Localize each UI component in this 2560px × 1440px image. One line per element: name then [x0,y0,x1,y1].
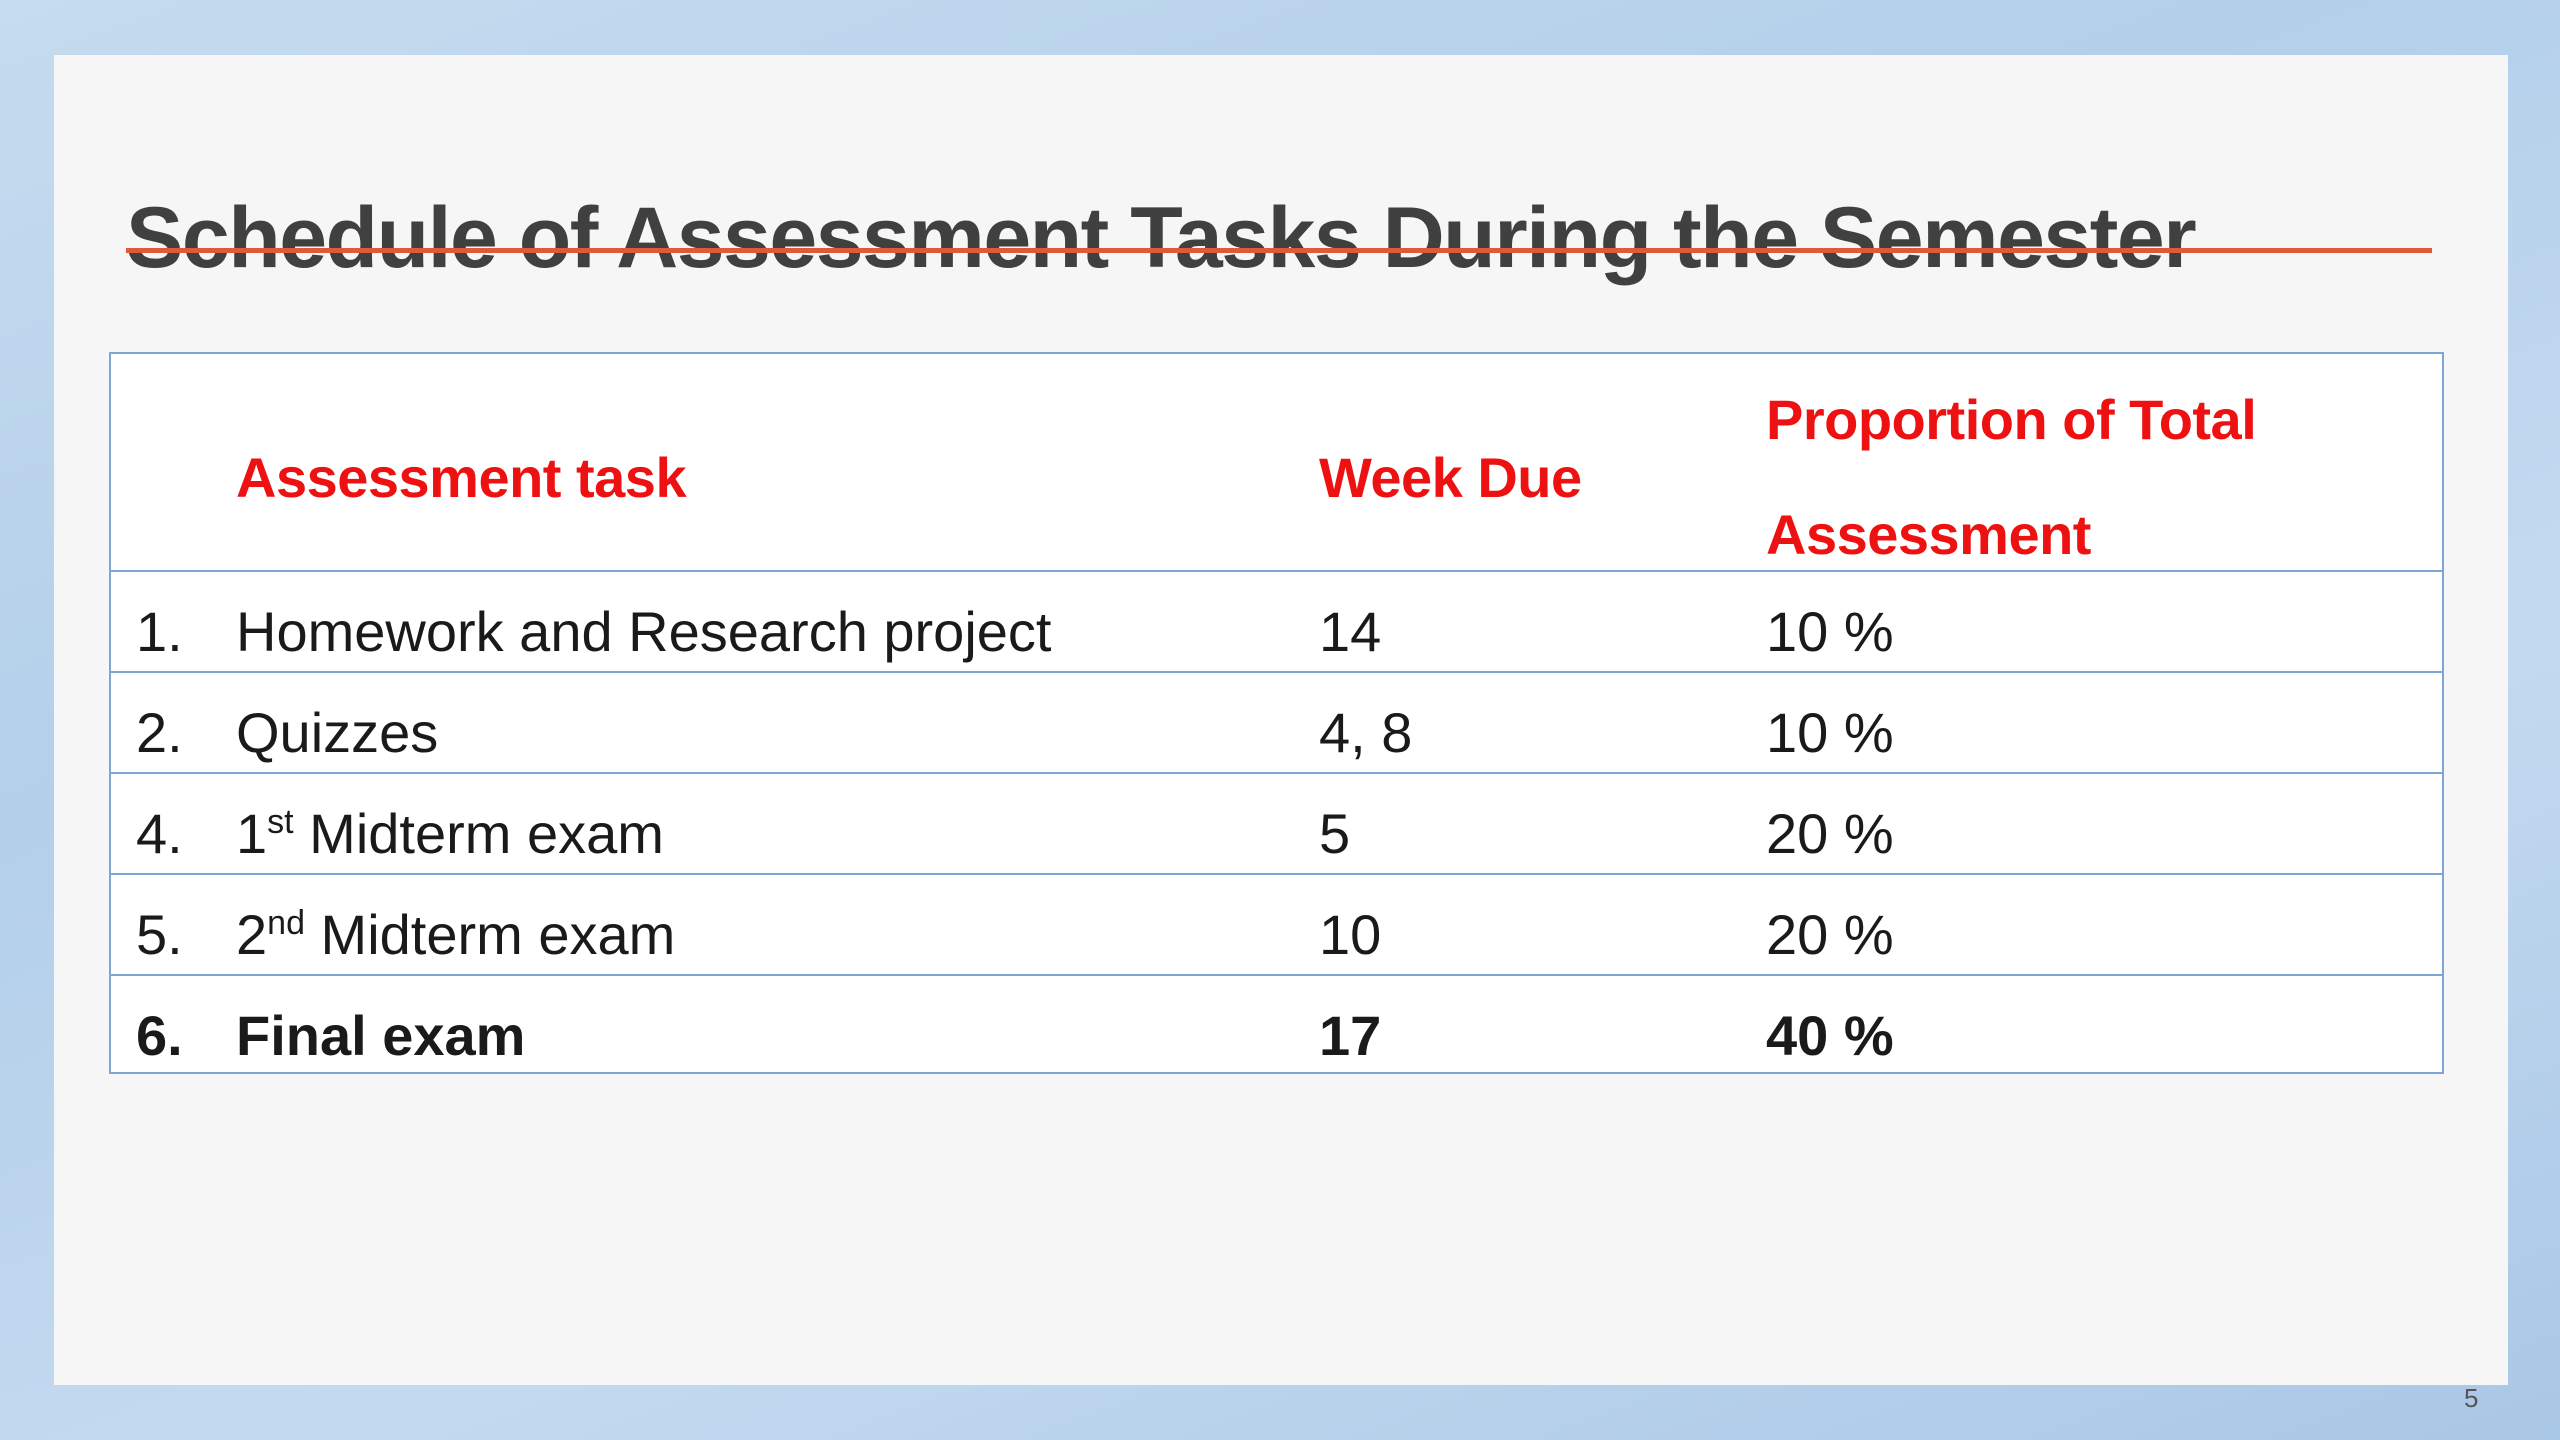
header-proportion-line1: Proportion of Total [1766,388,2257,451]
table-header-row: Assessment task Week Due Proportion of T… [111,354,2442,570]
assessment-table: Assessment task Week Due Proportion of T… [109,352,2444,1074]
row-proportion: 20 % [1766,802,1894,865]
title-underline [126,248,2432,253]
row-week: 14 [1319,600,1382,663]
row-number: 6. [136,1004,183,1067]
header-week-due: Week Due [1319,446,1582,509]
row-number: 2. [136,701,183,764]
row-week: 17 [1319,1004,1382,1067]
header-assessment-task: Assessment task [236,446,687,509]
row-week: 5 [1319,802,1351,865]
row-proportion: 40 % [1766,1004,1894,1067]
row-task-text: Midterm exam [304,903,676,966]
row-task-text: Final exam [236,1004,526,1067]
row-task-text: Homework and Research project [236,600,1052,663]
row-task: Final exam [236,1008,525,1064]
row-task-text: Quizzes [236,701,439,764]
row-task-text: Midterm exam [293,802,664,865]
row-week: 10 [1319,903,1382,966]
row-number: 5. [136,903,183,966]
table-row: 1. Homework and Research project 14 10 % [111,570,2442,671]
table-row: 5. 2nd Midterm exam 10 20 % [111,873,2442,974]
row-number: 4. [136,802,183,865]
row-proportion: 20 % [1766,903,1894,966]
slide: Schedule of Assessment Tasks During the … [54,55,2508,1413]
row-proportion: 10 % [1766,600,1894,663]
header-proportion-line2: Assessment [1766,503,2091,566]
row-task: Homework and Research project [236,604,1051,660]
slide-title: Schedule of Assessment Tasks During the … [126,190,2197,286]
row-task-ordinal: 1 [236,802,268,865]
row-week: 4, 8 [1319,701,1413,764]
table-row: 6. Final exam 17 40 % [111,974,2442,1074]
row-number: 1. [136,600,183,663]
row-task-ordinal-suffix: nd [267,904,305,942]
page-number: 5 [2464,1383,2479,1413]
row-task-ordinal: 2 [236,903,268,966]
row-task-ordinal-suffix: st [267,803,294,841]
row-task: Quizzes [236,705,438,761]
row-proportion: 10 % [1766,701,1894,764]
table-row: 2. Quizzes 4, 8 10 % [111,671,2442,772]
row-task: 1st Midterm exam [236,803,664,862]
table-row: 4. 1st Midterm exam 5 20 % [111,772,2442,873]
row-task: 2nd Midterm exam [236,904,675,963]
